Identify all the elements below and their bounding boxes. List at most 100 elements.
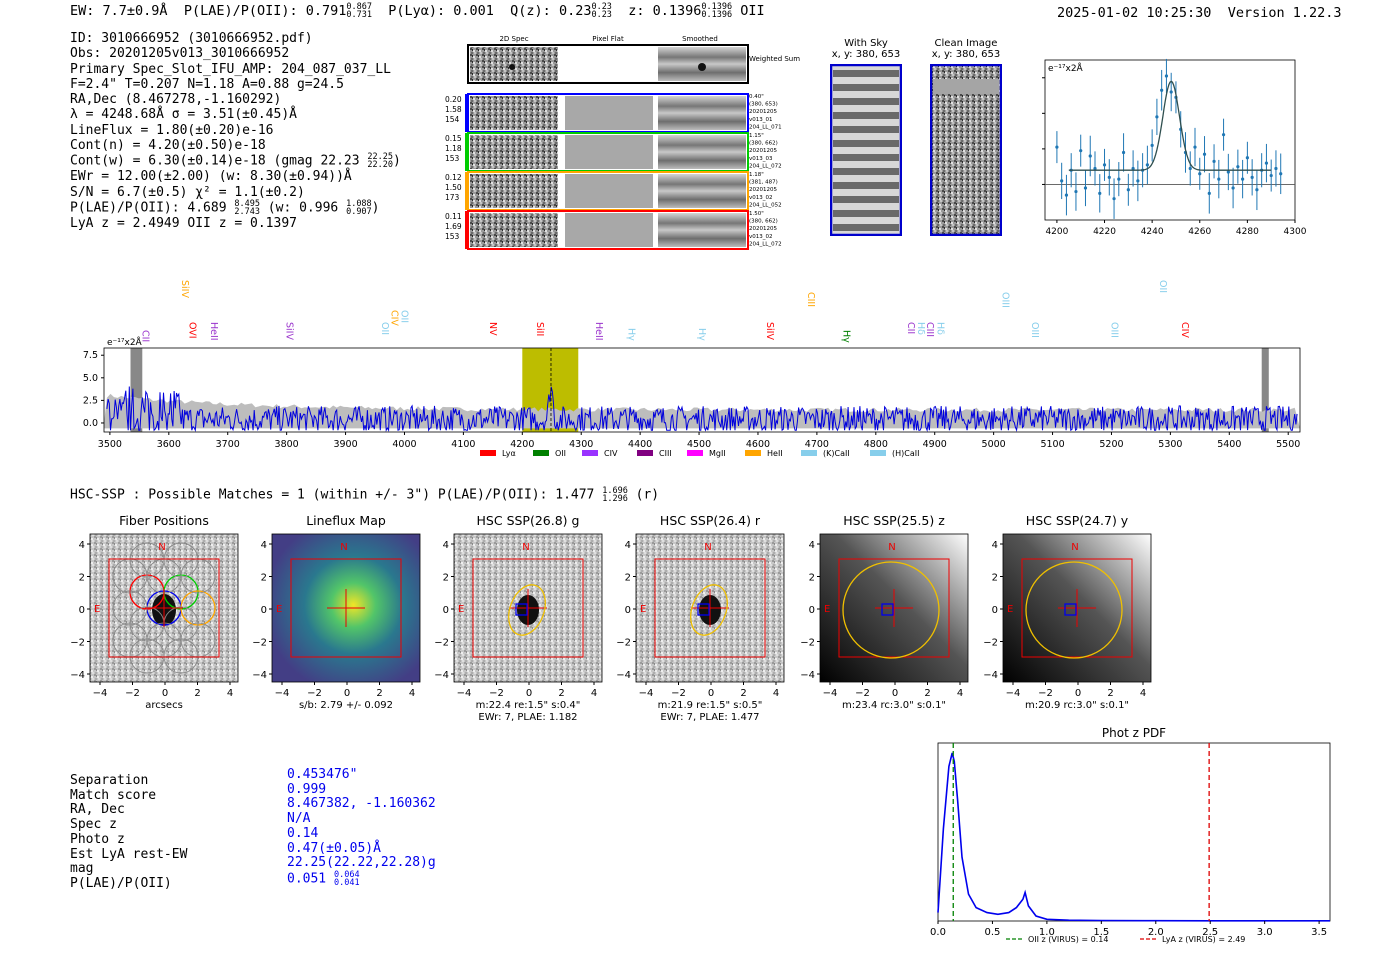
match-value: 0.47(±0.05)Å	[287, 840, 381, 856]
match-table-values: 0.453476" 0.999 8.467382, -1.160362 N/A 0.14…	[287, 767, 436, 887]
hsc-y-tick-label: 4	[79, 540, 85, 551]
cutout-row-meta: 20201205	[749, 148, 777, 154]
spectrum-x-tick-label: 4900	[923, 439, 947, 450]
hsc-y-tick-label: −2	[434, 638, 449, 649]
hsc-y-tick-label: −2	[800, 638, 815, 649]
sn-chi2: S/N = 6.7(±0.5) χ² = 1.1(±0.2)	[70, 184, 305, 200]
cutout-2dspec	[470, 174, 558, 208]
spectrum-legend-swatch	[745, 450, 761, 456]
hsc-panel: N E 4 2 0 −2 −4 −4 −2 0 2 4 m:20.9 rc:3.0" s:0.1"	[983, 533, 1152, 711]
obs-id: Obs: 20201205v013_3010666952	[70, 46, 290, 62]
cutout-row-stat: 0.20	[445, 95, 462, 104]
spectrum-line-label: Hγ	[696, 328, 707, 341]
hsc-y-tick-label: 2	[625, 573, 631, 584]
ew-value: EW: 7.7±0.9Å	[70, 3, 168, 19]
spectrum-line-label: OIII	[1000, 292, 1011, 308]
spectrum-mask	[130, 348, 143, 432]
hsc-x-tick-label: −2	[307, 688, 322, 699]
compass-e: E	[1007, 604, 1013, 615]
cutout-row-stat: 1.69	[445, 222, 462, 231]
hsc-x-tick-label: −2	[125, 688, 140, 699]
compass-e: E	[458, 604, 464, 615]
spectrum-x-tick-label: 4600	[746, 439, 770, 450]
hsc-x-tick-label: 4	[773, 688, 779, 699]
hsc-x-tick-label: −2	[671, 688, 686, 699]
cutout-row-stat: 153	[445, 154, 460, 163]
spectrum-y-tick-label: 5.0	[83, 373, 98, 384]
spectrum-line-label: CIII	[805, 292, 816, 307]
spectrum-line-label: HeII	[208, 322, 219, 341]
spectrum-line-label: OIII	[1109, 322, 1120, 338]
aperture-box	[1021, 558, 1133, 658]
spectrum-y-tick-label: 2.5	[83, 395, 98, 406]
header-right: 2025-01-02 10:25:30 Version 1.22.3	[1057, 5, 1342, 21]
spectrum-line-label: CIV	[1179, 322, 1190, 338]
hsc-y-tick-label: −4	[800, 670, 815, 681]
cutout-row-stat: 153	[445, 232, 460, 241]
spectrum-legend-swatch	[637, 450, 653, 456]
hsc-x-tick-label: −2	[1038, 688, 1053, 699]
spectrum-y-tick-label: 0.0	[83, 418, 98, 429]
hsc-y-tick-label: −4	[983, 670, 998, 681]
spectrum-legend-label: CIII	[659, 449, 672, 458]
spectrum-x-tick-label: 4000	[392, 439, 416, 450]
spectrum-error-band	[104, 393, 1300, 429]
hsc-y-tick-label: −2	[616, 638, 631, 649]
hsc-x-tick-label: 2	[1107, 688, 1113, 699]
spectrum-line-label: Hδ	[935, 322, 946, 335]
zoom-point	[1150, 143, 1154, 147]
spectrum-legend-label: CIV	[604, 449, 618, 458]
sky-stripe	[833, 126, 899, 133]
ewr: EWr = 12.00(±2.00) (w: 8.30(±0.94))Å	[70, 169, 352, 185]
spectrum-scale-label: e⁻¹⁷x2Å	[107, 336, 143, 348]
zoom-fit-line	[1068, 80, 1272, 171]
spectrum-line-label: SiII	[534, 322, 545, 336]
hsc-y-tick-label: 2	[443, 573, 449, 584]
qz-value: Q(z): 0.23	[510, 3, 592, 19]
hsc-x-tick-label: 2	[924, 688, 930, 699]
spectrum-line-label: SiIV	[764, 322, 775, 340]
col-smoothed: Smoothed	[682, 35, 718, 43]
hsc-x-tick-label: 0	[1075, 688, 1081, 699]
spectrum-line-label: OII	[399, 310, 410, 323]
compass-n: N	[1071, 542, 1078, 553]
match-marker	[881, 603, 894, 616]
spectrum-x-tick-label: 4400	[628, 439, 652, 450]
match-value: 0.14	[287, 825, 319, 841]
aperture-box	[472, 558, 584, 658]
zoom-point	[1145, 163, 1149, 167]
aperture-ellipse	[1025, 561, 1123, 659]
spectrum-x-tick-label: 4100	[451, 439, 475, 450]
zoom-point	[1064, 193, 1069, 197]
zoom-point	[1112, 197, 1116, 201]
sky-stripe	[833, 168, 899, 175]
hsc-y-tick-label: 2	[261, 573, 267, 584]
clean-image	[930, 64, 1002, 236]
sky-stripe	[833, 70, 899, 77]
weighted-label: Weighted Sum	[749, 55, 800, 63]
zoom-point	[1231, 186, 1235, 190]
zoom-scale-label: e⁻¹⁷x2Å	[1048, 62, 1084, 74]
zoom-point	[1207, 191, 1211, 195]
hsc-x-tick-label: −4	[1006, 688, 1021, 699]
photz-x-tick-label: 1.5	[1093, 927, 1109, 938]
zoom-x-tick-label: 4220	[1093, 227, 1116, 235]
sky-stripe	[833, 224, 899, 231]
spectrum-legend-swatch	[687, 450, 703, 456]
aperture-box	[290, 558, 402, 658]
photz-x-tick-label: 2.0	[1148, 927, 1164, 938]
spectrum-legend-swatch	[480, 450, 496, 456]
header-bar: EW: 7.7±0.9Å P(LAE)/P(OII): 0.791 0.867 0.…	[70, 3, 765, 20]
aperture-ellipse	[690, 584, 728, 636]
spectrum-line-label: Hδ	[915, 322, 926, 335]
plae-value: P(LAE)/P(OII): 0.791	[183, 3, 347, 19]
zoom-point	[1269, 173, 1273, 178]
hsc-y-tick-label: −2	[70, 638, 85, 649]
cutout-pixelflat	[565, 135, 653, 169]
hsc-x-tick-label: 0	[708, 688, 714, 699]
cutout-row-meta: (380, 662)	[749, 219, 778, 225]
cutout-row-stat: 0.11	[445, 212, 462, 221]
hsc-y-tick-label: −4	[70, 670, 85, 681]
zoom-point	[1221, 133, 1226, 137]
match-label: mag	[70, 861, 94, 877]
